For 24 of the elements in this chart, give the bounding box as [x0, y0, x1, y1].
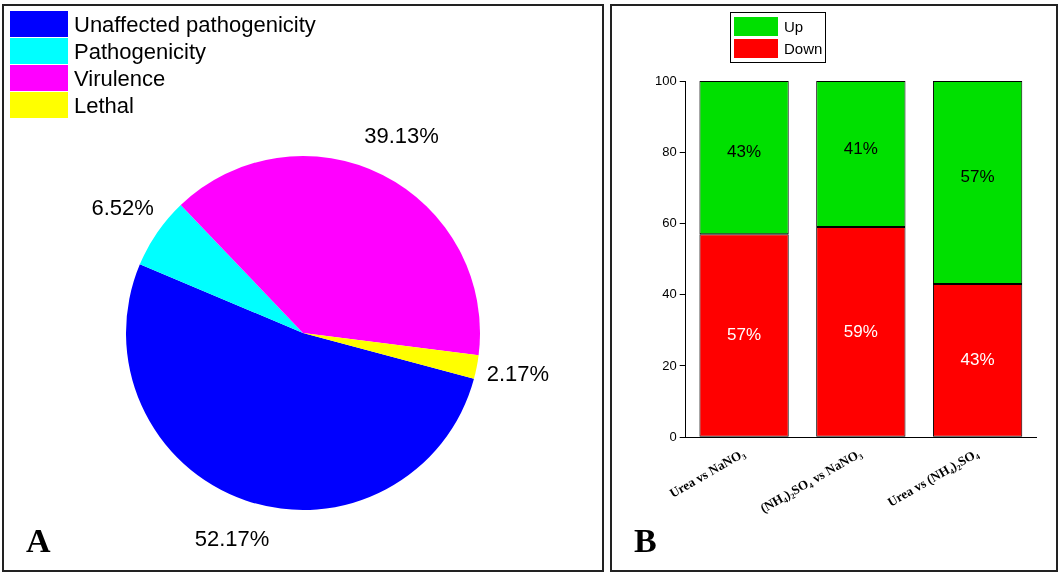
y-tick-label: 60: [662, 215, 677, 231]
y-tick-label: 0: [669, 428, 677, 444]
y-tick-label: 20: [662, 357, 677, 373]
legend-label: Pathogenicity: [74, 38, 207, 64]
data-label: 43%: [960, 350, 995, 370]
data-label: 39.13%: [364, 123, 439, 149]
legend-label: Up: [784, 17, 804, 36]
data-label: 2.17%: [486, 361, 550, 387]
y-tick-label: 40: [662, 286, 677, 302]
y-tick-label: 100: [654, 72, 677, 88]
data-label: 52.17%: [194, 526, 270, 552]
legend-label: Unaffected pathogenicity: [74, 11, 316, 37]
y-tick-label: 80: [662, 143, 677, 159]
data-label: 57%: [960, 167, 995, 187]
data-label: 59%: [843, 321, 878, 341]
data-label: 57%: [727, 325, 762, 345]
text: A: [26, 522, 51, 560]
legend-label: Down: [784, 39, 823, 58]
data-label: 6.52%: [91, 194, 154, 220]
data-label: 43%: [727, 142, 762, 162]
data-label: 41%: [843, 138, 878, 158]
text: B: [634, 522, 657, 560]
legend-label: Lethal: [74, 92, 134, 118]
legend-label: Virulence: [74, 65, 166, 91]
